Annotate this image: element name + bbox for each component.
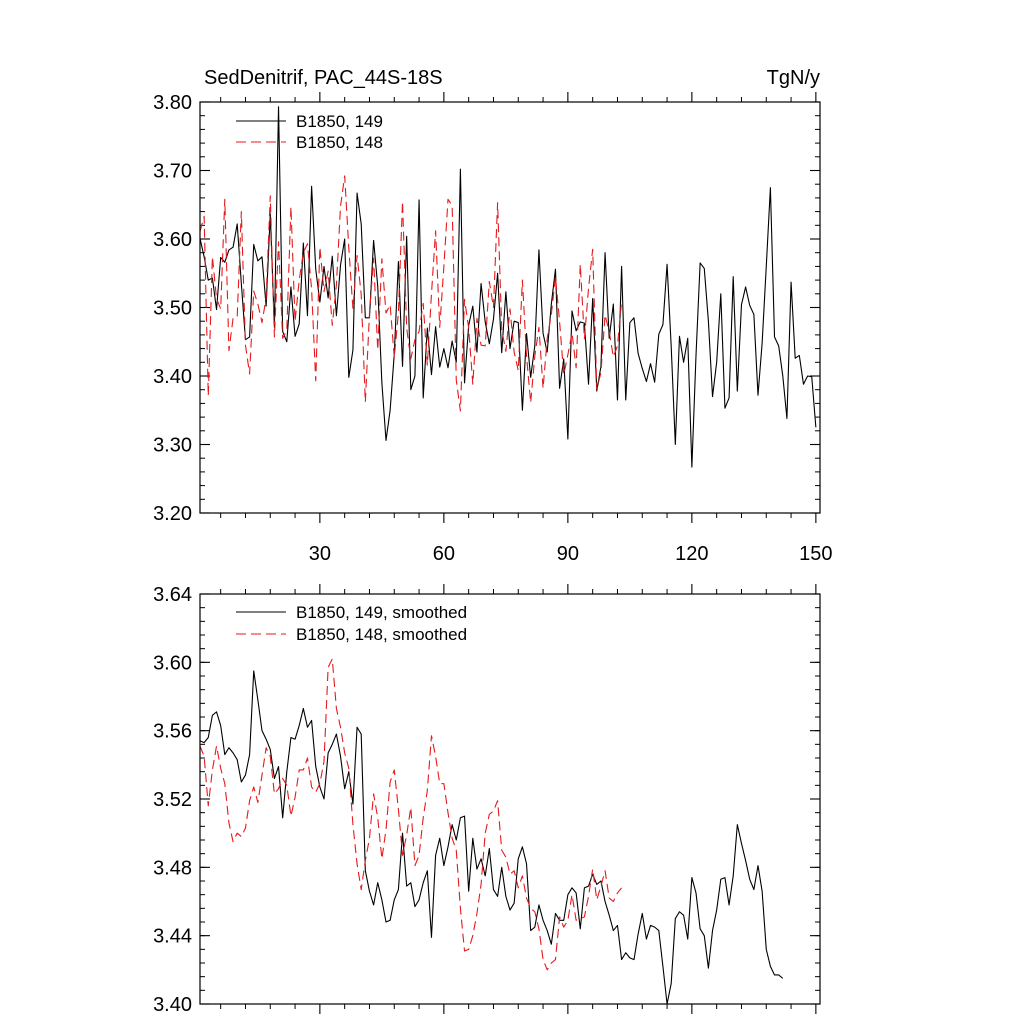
y-tick-label: 3.50 <box>153 298 192 320</box>
y-tick-label: 3.52 <box>153 789 192 811</box>
y-tick-label: 3.48 <box>153 857 192 879</box>
bottom-axis-ticks: 3.40 3.44 3.48 3.52 3.56 3.60 3.64 <box>153 584 820 1016</box>
bottom-legend: B1850, 149, smoothed B1850, 148, smoothe… <box>236 603 467 644</box>
top-axis-ticks: 3.20 3.30 3.40 3.50 3.60 3.70 3.80 30 60 90 120 150 <box>153 92 833 565</box>
series-line-b1850-149-smoothed <box>199 670 784 1005</box>
x-tick-label: 60 <box>433 543 455 565</box>
legend-label-148-smoothed: B1850, 148, smoothed <box>296 625 467 644</box>
top-plot-frame <box>199 101 821 514</box>
y-tick-label: 3.64 <box>153 584 192 606</box>
top-series-lines <box>199 106 817 468</box>
plot-title: SedDenitrif, PAC_44S-18S <box>204 67 443 89</box>
top-plot: SedDenitrif, PAC_44S-18S TgN/y 3.203.303… <box>153 67 832 565</box>
y-tick-label: 3.44 <box>153 926 192 948</box>
series-line-b1850-148 <box>199 175 623 412</box>
legend-label-148: B1850, 148 <box>296 133 383 152</box>
y-tick-label: 3.60 <box>153 652 192 674</box>
x-tick-label: 120 <box>675 543 708 565</box>
bottom-plot: 3.40 3.44 3.48 3.52 3.56 3.60 3.64 B1850, 149,… <box>153 584 821 1016</box>
y-tick-label: 3.40 <box>153 366 192 388</box>
bottom-plot-frame <box>199 593 821 1005</box>
top-legend: B1850, 149 B1850, 148 <box>236 112 383 152</box>
y-tick-label: 3.40 <box>153 994 192 1016</box>
y-tick-label: 3.30 <box>153 435 192 457</box>
x-tick-label: 150 <box>799 543 832 565</box>
y-tick-label: 3.80 <box>153 92 192 114</box>
legend-label-149-smoothed: B1850, 149, smoothed <box>296 603 467 622</box>
series-line-b1850-148-smoothed <box>199 658 623 971</box>
y-tick-label: 3.70 <box>153 161 192 183</box>
x-tick-label: 30 <box>309 543 331 565</box>
y-tick-label: 3.56 <box>153 721 192 743</box>
y-tick-label: 3.60 <box>153 229 192 251</box>
x-tick-label: 90 <box>557 543 579 565</box>
units-label: TgN/y <box>767 67 820 89</box>
legend-label-149: B1850, 149 <box>296 112 383 131</box>
series-line-b1850-149 <box>199 106 817 468</box>
bottom-series-lines <box>199 658 784 1005</box>
y-tick-label: 3.20 <box>153 503 192 525</box>
